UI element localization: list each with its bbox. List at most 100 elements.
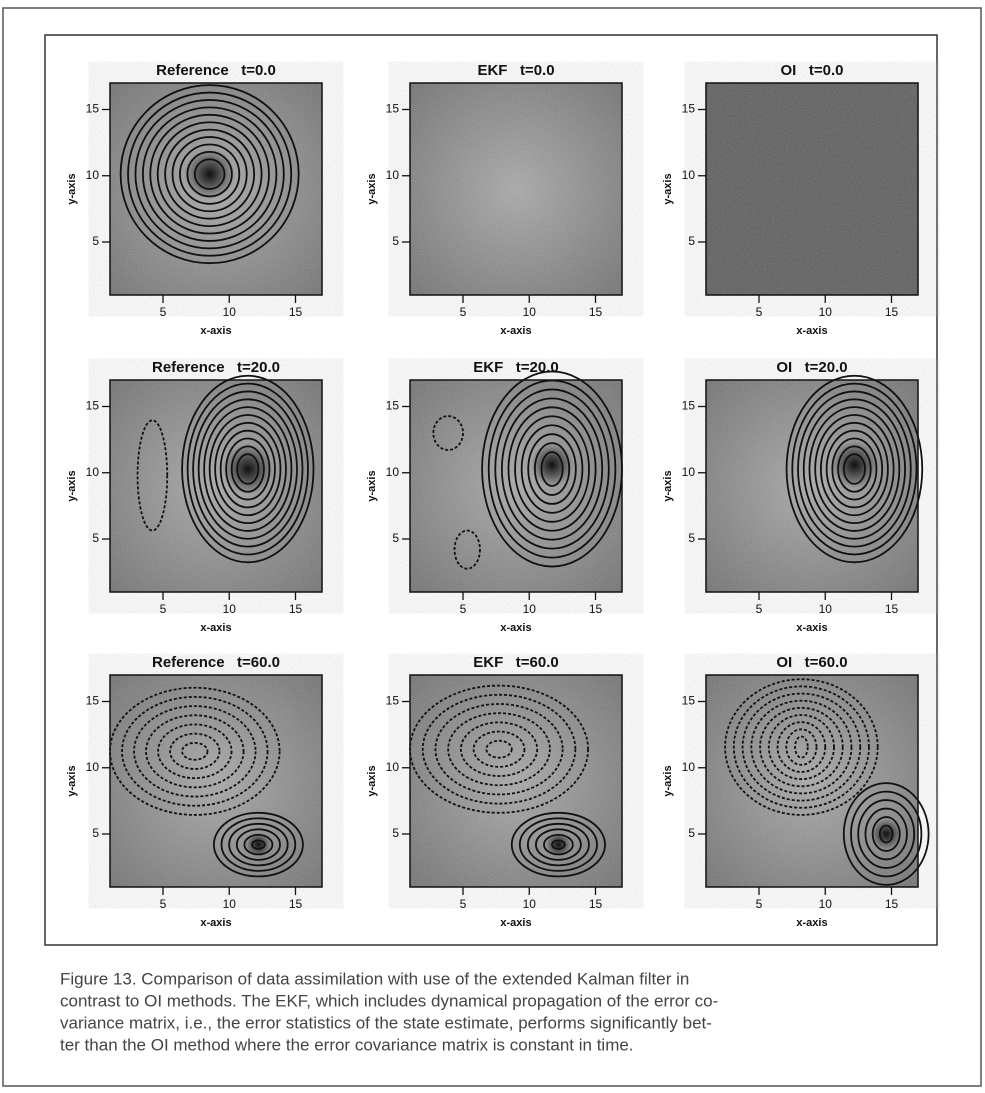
contour-line <box>236 453 260 485</box>
y-tick-label: 15 <box>86 694 100 708</box>
x-tick-label: 5 <box>160 305 167 319</box>
x-tick-label: 10 <box>819 305 833 319</box>
contour-line <box>186 382 309 556</box>
x-axis-label: x-axis <box>796 622 827 634</box>
plot-frame <box>705 379 919 593</box>
y-axis-label: y-axis <box>662 173 674 204</box>
contour-line <box>871 816 901 852</box>
x-tick-label: 15 <box>589 897 603 911</box>
y-tick-label: 5 <box>392 234 399 248</box>
x-tick-label: 15 <box>885 305 899 319</box>
contour-line <box>141 106 278 242</box>
contour-line <box>181 374 315 564</box>
y-tick-label: 5 <box>688 826 695 840</box>
contour-line <box>134 99 285 250</box>
contour-line <box>732 685 870 809</box>
contour-line <box>526 822 590 867</box>
contour-line <box>802 398 906 540</box>
x-tick-label: 10 <box>223 897 237 911</box>
y-tick-label: 5 <box>392 531 399 545</box>
x-tick-label: 5 <box>756 305 763 319</box>
x-tick-label: 10 <box>523 305 537 319</box>
contour-line <box>724 678 879 816</box>
contour-line <box>179 143 241 205</box>
plot-frame <box>409 379 623 593</box>
panel-title: Reference t=60.0 <box>152 654 280 671</box>
contour-line <box>759 706 844 788</box>
plot-frame <box>705 674 919 888</box>
y-tick-label: 5 <box>688 531 695 545</box>
x-tick-label: 15 <box>885 602 899 616</box>
y-axis-label: y-axis <box>66 173 78 204</box>
x-tick-label: 5 <box>756 897 763 911</box>
y-tick-label: 5 <box>92 531 99 545</box>
y-axis-label: y-axis <box>366 765 378 796</box>
x-axis-label: x-axis <box>200 622 231 634</box>
plot-frame <box>409 674 623 888</box>
plot-frame <box>109 82 323 296</box>
contour-line <box>220 817 297 872</box>
contour-line <box>225 437 271 501</box>
y-tick-label: 15 <box>386 102 400 116</box>
panel-title: EKF t=0.0 <box>477 62 554 79</box>
y-tick-label: 10 <box>86 168 100 182</box>
contour-line <box>208 414 287 525</box>
x-axis-label: x-axis <box>200 325 231 337</box>
contour-line <box>494 388 610 550</box>
panel: EKF t=60.0 5 10 15 5 10 15 x-axis y-axis <box>366 654 623 929</box>
contour-line <box>518 817 598 872</box>
y-tick-label: 10 <box>386 465 400 479</box>
contour-line <box>527 433 577 505</box>
contour-line <box>842 453 866 485</box>
contour-line <box>133 705 257 798</box>
x-axis-label: x-axis <box>796 325 827 337</box>
x-tick-label: 10 <box>819 897 833 911</box>
contour-line <box>797 390 912 548</box>
caption-line: Figure 13. Comparison of data assimilati… <box>60 969 689 988</box>
caption: Figure 13. Comparison of data assimilati… <box>60 969 718 1054</box>
contour-line <box>192 390 304 548</box>
x-tick-label: 15 <box>589 602 603 616</box>
contour-line <box>243 833 274 856</box>
x-axis-label: x-axis <box>500 622 531 634</box>
x-tick-label: 5 <box>460 602 467 616</box>
contour-line <box>520 424 584 514</box>
contour-line <box>421 693 577 805</box>
x-tick-label: 5 <box>756 602 763 616</box>
y-tick-label: 5 <box>688 234 695 248</box>
panel-title: EKF t=20.0 <box>473 359 558 376</box>
contour-line <box>540 451 564 487</box>
figure-frame <box>44 34 938 946</box>
contour-line <box>121 696 269 807</box>
dark-core <box>184 148 236 200</box>
panel-title: Reference t=0.0 <box>156 62 276 79</box>
caption-line: ter than the OI method where the error c… <box>60 1035 634 1054</box>
plot-frame <box>109 379 323 593</box>
x-tick-label: 10 <box>523 602 537 616</box>
panel: Reference t=0.0 5 10 15 5 10 15 x-axis y-axis <box>66 62 323 337</box>
panel-title: Reference t=20.0 <box>152 359 280 376</box>
y-tick-label: 10 <box>682 465 696 479</box>
x-tick-label: 15 <box>289 897 303 911</box>
contour-line <box>251 839 266 850</box>
texture <box>706 83 918 295</box>
contour-line <box>510 811 606 878</box>
contour-line <box>543 833 574 856</box>
dark-core <box>545 831 572 858</box>
caption-line: contrast to OI methods. The EKF, which i… <box>60 991 718 1010</box>
y-axis-label: y-axis <box>66 470 78 501</box>
x-axis-label: x-axis <box>500 325 531 337</box>
panel: EKF t=20.0 5 10 15 5 10 15 x-axis y-axis <box>366 359 623 634</box>
x-tick-label: 5 <box>460 897 467 911</box>
contour-line <box>485 739 513 759</box>
y-tick-label: 15 <box>682 694 696 708</box>
contour-line <box>842 782 930 886</box>
y-tick-label: 15 <box>86 102 100 116</box>
panel: Reference t=20.0 5 10 15 5 10 15 x-axis y-axis <box>66 359 323 634</box>
y-axis-label: y-axis <box>662 765 674 796</box>
contour-line <box>453 529 481 570</box>
dark-core <box>871 819 902 849</box>
contour-line <box>837 445 872 493</box>
x-tick-label: 10 <box>523 897 537 911</box>
contour-line <box>785 728 818 766</box>
